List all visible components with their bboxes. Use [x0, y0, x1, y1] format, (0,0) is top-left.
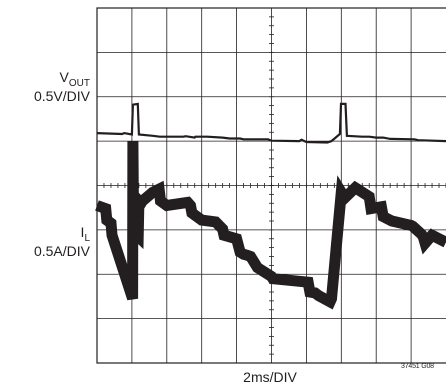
il-trace [95, 141, 446, 310]
vout-trace [96, 102, 446, 144]
x-axis-label: 2ms/DIV [243, 369, 297, 385]
vout-channel-label: VOUT [8, 69, 90, 89]
figure-code: 37451 G08 [401, 363, 434, 370]
vout-scale-label: 0.5V/DIV [33, 88, 90, 104]
vout-label-main: V [59, 69, 69, 85]
il-label-sub: L [84, 233, 90, 244]
il-scale-label: 0.5A/DIV [33, 243, 90, 259]
vout-label-sub: OUT [68, 78, 90, 89]
il-channel-label: IL [8, 224, 90, 244]
il-label-main: I [80, 224, 85, 240]
